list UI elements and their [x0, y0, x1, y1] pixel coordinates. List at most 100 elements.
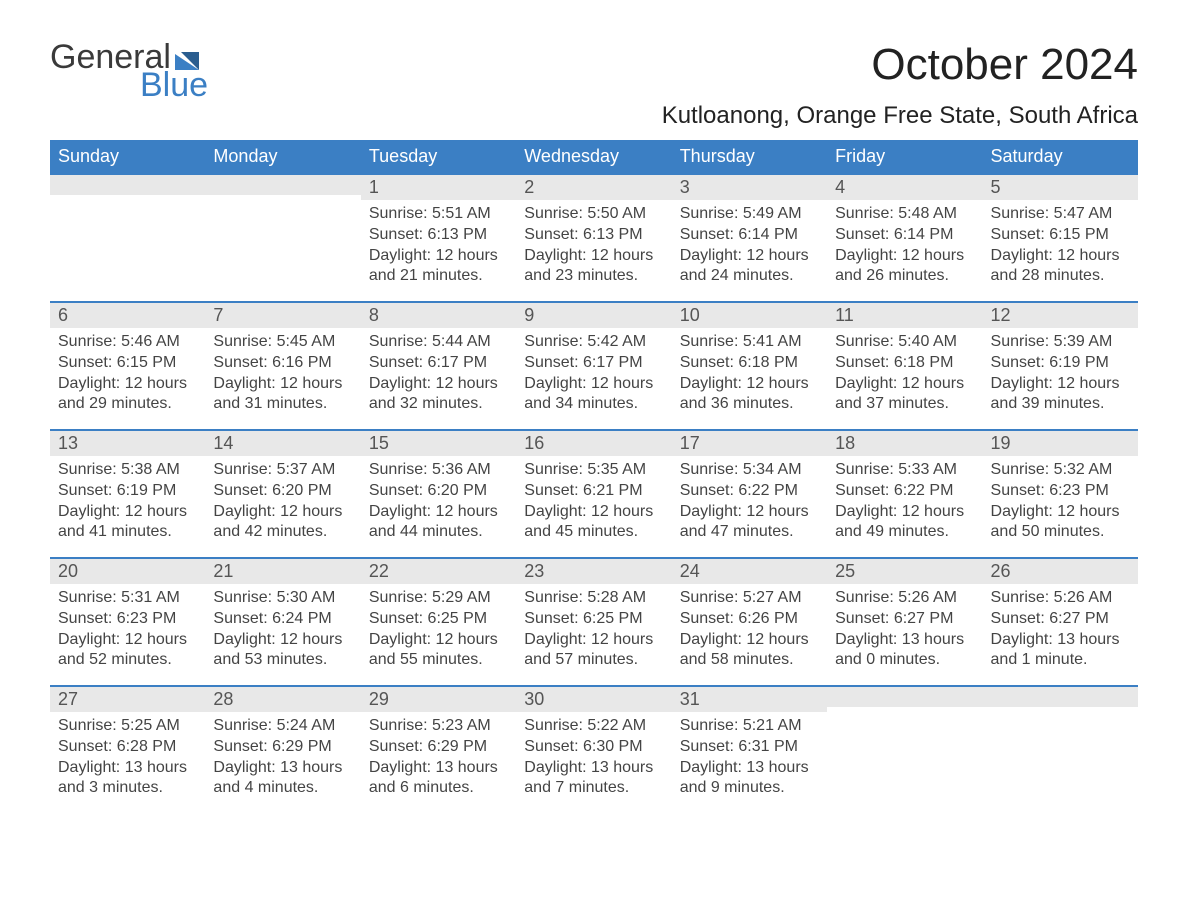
- day-detail-line: and 4 minutes.: [213, 778, 352, 799]
- day-details: Sunrise: 5:48 AMSunset: 6:14 PMDaylight:…: [827, 200, 982, 297]
- calendar-cell: 20Sunrise: 5:31 AMSunset: 6:23 PMDayligh…: [50, 557, 205, 685]
- day-number: 8: [361, 301, 516, 328]
- day-detail-line: Sunrise: 5:23 AM: [369, 716, 508, 737]
- brand-logo: General Blue: [50, 40, 208, 102]
- calendar-cell: 24Sunrise: 5:27 AMSunset: 6:26 PMDayligh…: [672, 557, 827, 685]
- weekday-header: Saturday: [983, 140, 1138, 173]
- day-detail-line: and 0 minutes.: [835, 650, 974, 671]
- day-detail-line: Sunrise: 5:26 AM: [835, 588, 974, 609]
- day-number: 4: [827, 173, 982, 200]
- day-details: [827, 707, 982, 721]
- day-number: 22: [361, 557, 516, 584]
- day-detail-line: and 26 minutes.: [835, 266, 974, 287]
- day-number: 25: [827, 557, 982, 584]
- day-number: 5: [983, 173, 1138, 200]
- day-detail-line: and 36 minutes.: [680, 394, 819, 415]
- day-detail-line: and 1 minute.: [991, 650, 1130, 671]
- day-detail-line: Sunrise: 5:51 AM: [369, 204, 508, 225]
- day-detail-line: and 58 minutes.: [680, 650, 819, 671]
- day-detail-line: and 44 minutes.: [369, 522, 508, 543]
- calendar-cell: [205, 173, 360, 301]
- day-details: Sunrise: 5:33 AMSunset: 6:22 PMDaylight:…: [827, 456, 982, 553]
- weekday-header: Wednesday: [516, 140, 671, 173]
- day-details: Sunrise: 5:26 AMSunset: 6:27 PMDaylight:…: [827, 584, 982, 681]
- day-number: 14: [205, 429, 360, 456]
- day-detail-line: Sunrise: 5:22 AM: [524, 716, 663, 737]
- calendar-cell: 29Sunrise: 5:23 AMSunset: 6:29 PMDayligh…: [361, 685, 516, 813]
- day-detail-line: Sunrise: 5:38 AM: [58, 460, 197, 481]
- weekday-header: Friday: [827, 140, 982, 173]
- day-detail-line: Daylight: 13 hours: [213, 758, 352, 779]
- day-details: Sunrise: 5:49 AMSunset: 6:14 PMDaylight:…: [672, 200, 827, 297]
- day-detail-line: and 24 minutes.: [680, 266, 819, 287]
- day-number: 6: [50, 301, 205, 328]
- day-details: Sunrise: 5:51 AMSunset: 6:13 PMDaylight:…: [361, 200, 516, 297]
- weekday-header: Tuesday: [361, 140, 516, 173]
- day-detail-line: and 50 minutes.: [991, 522, 1130, 543]
- weekday-header: Monday: [205, 140, 360, 173]
- day-detail-line: Sunset: 6:15 PM: [58, 353, 197, 374]
- day-detail-line: Sunrise: 5:47 AM: [991, 204, 1130, 225]
- day-number: 16: [516, 429, 671, 456]
- day-detail-line: Sunrise: 5:28 AM: [524, 588, 663, 609]
- day-detail-line: Sunset: 6:29 PM: [369, 737, 508, 758]
- day-detail-line: Sunrise: 5:45 AM: [213, 332, 352, 353]
- day-detail-line: Sunset: 6:23 PM: [58, 609, 197, 630]
- calendar-week-row: 20Sunrise: 5:31 AMSunset: 6:23 PMDayligh…: [50, 557, 1138, 685]
- day-detail-line: and 49 minutes.: [835, 522, 974, 543]
- day-detail-line: Daylight: 13 hours: [369, 758, 508, 779]
- day-details: Sunrise: 5:37 AMSunset: 6:20 PMDaylight:…: [205, 456, 360, 553]
- day-number: [50, 173, 205, 195]
- calendar-cell: 19Sunrise: 5:32 AMSunset: 6:23 PMDayligh…: [983, 429, 1138, 557]
- day-detail-line: Daylight: 12 hours: [835, 246, 974, 267]
- day-detail-line: Sunset: 6:14 PM: [835, 225, 974, 246]
- day-detail-line: Daylight: 12 hours: [213, 374, 352, 395]
- calendar-cell: 30Sunrise: 5:22 AMSunset: 6:30 PMDayligh…: [516, 685, 671, 813]
- day-detail-line: and 39 minutes.: [991, 394, 1130, 415]
- day-detail-line: Sunrise: 5:40 AM: [835, 332, 974, 353]
- day-detail-line: Sunset: 6:27 PM: [835, 609, 974, 630]
- day-detail-line: Sunset: 6:26 PM: [680, 609, 819, 630]
- day-detail-line: and 7 minutes.: [524, 778, 663, 799]
- day-detail-line: Sunset: 6:16 PM: [213, 353, 352, 374]
- day-detail-line: and 21 minutes.: [369, 266, 508, 287]
- day-detail-line: Sunrise: 5:24 AM: [213, 716, 352, 737]
- calendar-cell: 1Sunrise: 5:51 AMSunset: 6:13 PMDaylight…: [361, 173, 516, 301]
- day-details: Sunrise: 5:46 AMSunset: 6:15 PMDaylight:…: [50, 328, 205, 425]
- day-detail-line: Sunrise: 5:30 AM: [213, 588, 352, 609]
- day-detail-line: Sunset: 6:22 PM: [835, 481, 974, 502]
- day-detail-line: and 23 minutes.: [524, 266, 663, 287]
- weekday-header: Thursday: [672, 140, 827, 173]
- calendar-cell: 22Sunrise: 5:29 AMSunset: 6:25 PMDayligh…: [361, 557, 516, 685]
- day-detail-line: Sunrise: 5:36 AM: [369, 460, 508, 481]
- day-detail-line: and 29 minutes.: [58, 394, 197, 415]
- day-detail-line: Daylight: 12 hours: [524, 630, 663, 651]
- calendar-cell: 12Sunrise: 5:39 AMSunset: 6:19 PMDayligh…: [983, 301, 1138, 429]
- day-detail-line: Sunrise: 5:29 AM: [369, 588, 508, 609]
- day-detail-line: Daylight: 12 hours: [213, 630, 352, 651]
- calendar-cell: 18Sunrise: 5:33 AMSunset: 6:22 PMDayligh…: [827, 429, 982, 557]
- day-detail-line: Sunset: 6:29 PM: [213, 737, 352, 758]
- day-detail-line: Sunrise: 5:35 AM: [524, 460, 663, 481]
- day-number: 9: [516, 301, 671, 328]
- day-number: 19: [983, 429, 1138, 456]
- day-detail-line: Daylight: 12 hours: [524, 246, 663, 267]
- day-detail-line: Daylight: 13 hours: [680, 758, 819, 779]
- day-detail-line: Sunset: 6:27 PM: [991, 609, 1130, 630]
- day-detail-line: and 34 minutes.: [524, 394, 663, 415]
- day-detail-line: Sunrise: 5:41 AM: [680, 332, 819, 353]
- day-detail-line: Sunset: 6:18 PM: [835, 353, 974, 374]
- day-number: 27: [50, 685, 205, 712]
- day-detail-line: Sunset: 6:13 PM: [524, 225, 663, 246]
- day-details: Sunrise: 5:36 AMSunset: 6:20 PMDaylight:…: [361, 456, 516, 553]
- day-detail-line: Daylight: 13 hours: [58, 758, 197, 779]
- day-detail-line: Sunset: 6:13 PM: [369, 225, 508, 246]
- day-detail-line: Sunset: 6:25 PM: [524, 609, 663, 630]
- day-detail-line: Sunset: 6:14 PM: [680, 225, 819, 246]
- day-detail-line: Daylight: 12 hours: [680, 374, 819, 395]
- day-detail-line: Sunset: 6:19 PM: [991, 353, 1130, 374]
- day-detail-line: Sunrise: 5:21 AM: [680, 716, 819, 737]
- day-details: Sunrise: 5:29 AMSunset: 6:25 PMDaylight:…: [361, 584, 516, 681]
- day-details: Sunrise: 5:35 AMSunset: 6:21 PMDaylight:…: [516, 456, 671, 553]
- day-detail-line: and 28 minutes.: [991, 266, 1130, 287]
